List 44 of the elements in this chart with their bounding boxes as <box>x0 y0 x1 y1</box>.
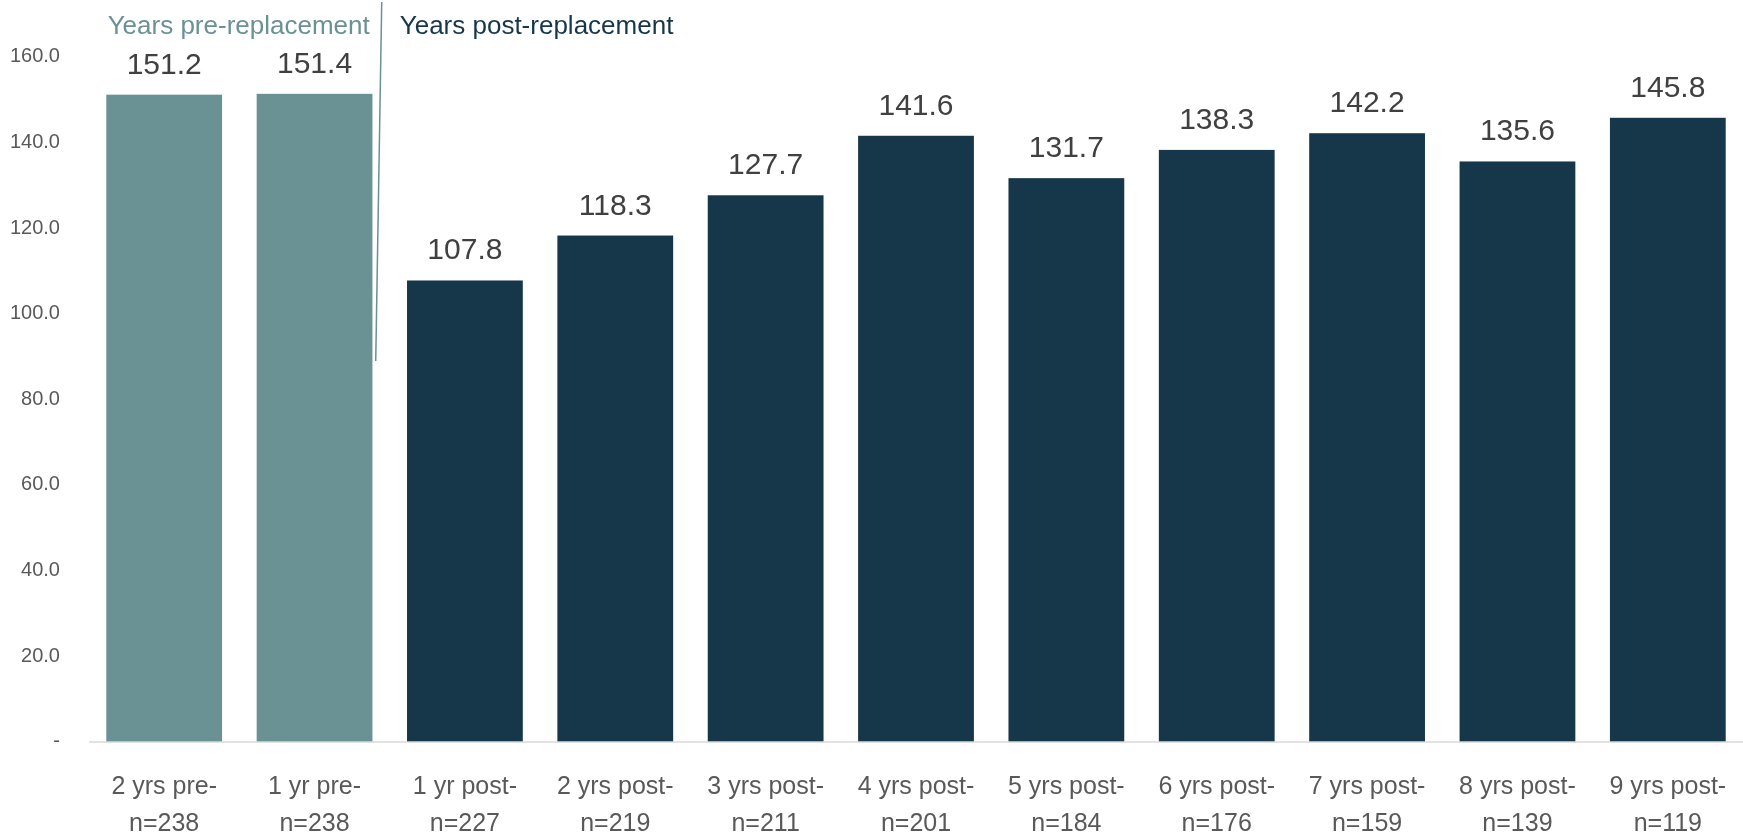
text: Years pre-replacement <box>107 10 371 40</box>
data-label: 145.8 <box>1630 69 1706 103</box>
y-tick-label: 60.0 <box>21 472 60 495</box>
bar <box>256 93 373 742</box>
bar <box>1008 178 1125 742</box>
bar <box>858 135 974 742</box>
x-tick-label: 1 yr post- n=227 <box>412 771 518 836</box>
x-tick-label: 2 yrs post- n=219 <box>556 771 674 836</box>
bar <box>106 94 223 742</box>
y-tick-label: 40.0 <box>21 558 60 581</box>
x-tick-label: 6 yrs post- n=176 <box>1158 771 1276 836</box>
x-tick-label: 3 yrs post- n=211 <box>707 771 824 836</box>
data-label: 151.4 <box>277 45 353 79</box>
x-tick-label: 7 yrs post- n=159 <box>1308 771 1426 836</box>
x-tick-label: 5 yrs post- n=184 <box>1008 771 1125 836</box>
bar <box>407 280 523 742</box>
text: Years post-replacement <box>399 10 675 40</box>
y-tick-label: - <box>53 729 60 752</box>
y-tick-label: 20.0 <box>21 643 60 666</box>
bar <box>707 195 824 742</box>
data-label: 107.8 <box>427 232 503 266</box>
data-label: 141.6 <box>878 87 954 121</box>
x-tick-label: 9 yrs post- n=119 <box>1609 771 1727 836</box>
y-tick-label: 140.0 <box>9 129 60 152</box>
data-label: 131.7 <box>1028 130 1104 164</box>
bar <box>1309 133 1425 742</box>
data-label: 151.2 <box>126 46 202 80</box>
bar <box>1459 161 1576 742</box>
data-label: 135.6 <box>1479 113 1555 147</box>
y-tick-label: 120.0 <box>9 215 60 238</box>
x-tick-label: 2 yrs pre- n=238 <box>111 771 217 836</box>
bar <box>557 235 674 742</box>
y-tick-label: 100.0 <box>9 301 60 324</box>
bar <box>1158 149 1275 742</box>
data-label: 127.7 <box>728 147 804 181</box>
data-label: 118.3 <box>578 187 652 221</box>
y-tick-label: 160.0 <box>9 44 60 67</box>
x-tick-label: 4 yrs post- n=201 <box>857 771 975 836</box>
data-label: 138.3 <box>1179 101 1255 135</box>
x-tick-label: 1 yr pre- n=238 <box>268 771 362 836</box>
data-label: 142.2 <box>1329 85 1405 119</box>
y-tick-label: 80.0 <box>21 386 60 409</box>
bar <box>1609 117 1726 742</box>
x-tick-label: 8 yrs post- n=139 <box>1459 771 1576 836</box>
